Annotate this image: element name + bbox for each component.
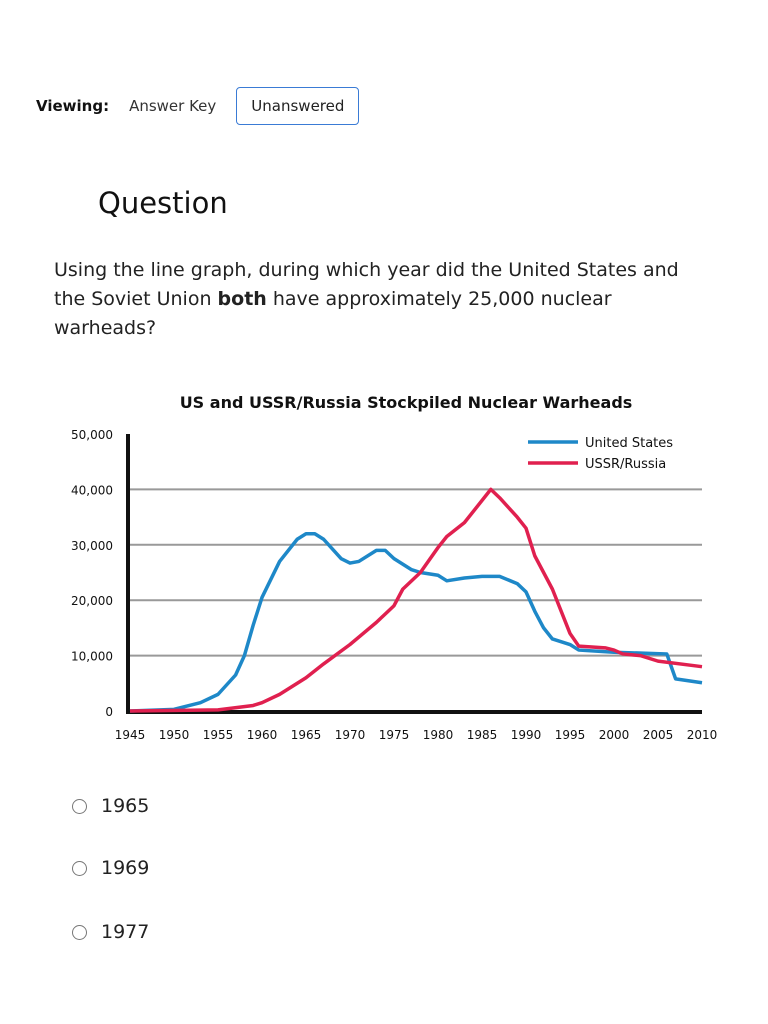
x-tick-label: 1995 — [555, 728, 586, 742]
radio-icon[interactable] — [72, 860, 87, 876]
x-tick-label: 1965 — [291, 728, 322, 742]
x-tick-label: 1990 — [511, 728, 542, 742]
y-tick-label: 50,000 — [71, 428, 113, 442]
warheads-line-chart: US and USSR/Russia Stockpiled Nuclear Wa… — [71, 393, 718, 742]
x-tick-label: 1955 — [203, 728, 234, 742]
y-tick-label: 30,000 — [71, 539, 113, 553]
question-text: Using the line graph, during which year … — [54, 256, 714, 343]
x-tick-label: 1975 — [379, 728, 410, 742]
chart-title: US and USSR/Russia Stockpiled Nuclear Wa… — [180, 393, 633, 412]
choice-1969[interactable]: 1969 — [72, 857, 149, 879]
radio-icon[interactable] — [72, 924, 87, 940]
y-tick-label: 20,000 — [71, 594, 113, 608]
question-title: Question — [98, 186, 228, 220]
y-tick-label: 40,000 — [71, 483, 113, 497]
answer-key-option[interactable]: Answer Key — [129, 97, 217, 115]
choice-label: 1977 — [101, 921, 150, 943]
legend-label: United States — [585, 436, 673, 451]
x-tick-label: 2000 — [599, 728, 630, 742]
viewing-label: Viewing: — [36, 97, 110, 115]
legend-label: USSR/Russia — [585, 457, 666, 472]
series-line-ussr-russia — [129, 487, 703, 713]
x-tick-label: 1945 — [115, 728, 146, 742]
x-tick-label: 1980 — [423, 728, 454, 742]
y-tick-label: 10,000 — [71, 650, 113, 664]
question-text-end: have approximately 25,000 nuclear warhea… — [54, 288, 612, 339]
x-tick-label: 1950 — [159, 728, 190, 742]
unanswered-button[interactable]: Unanswered — [236, 87, 360, 125]
question-text-bold: both — [217, 288, 267, 310]
x-tick-label: 1960 — [247, 728, 278, 742]
x-tick-label: 2005 — [643, 728, 674, 742]
y-tick-label: 0 — [105, 705, 113, 719]
series-line-united-states — [129, 531, 703, 713]
x-tick-label: 1985 — [467, 728, 498, 742]
choice-label: 1965 — [101, 795, 150, 817]
x-tick-label: 2010 — [687, 728, 718, 742]
viewing-bar: Viewing: Answer Key Unanswered — [36, 86, 360, 126]
choice-label: 1969 — [101, 857, 150, 879]
choice-1977[interactable]: 1977 — [72, 921, 149, 943]
choice-1965[interactable]: 1965 — [72, 795, 149, 817]
question-text-start: Using the line graph, during which year … — [54, 259, 679, 310]
radio-icon[interactable] — [72, 798, 87, 814]
x-tick-label: 1970 — [335, 728, 366, 742]
